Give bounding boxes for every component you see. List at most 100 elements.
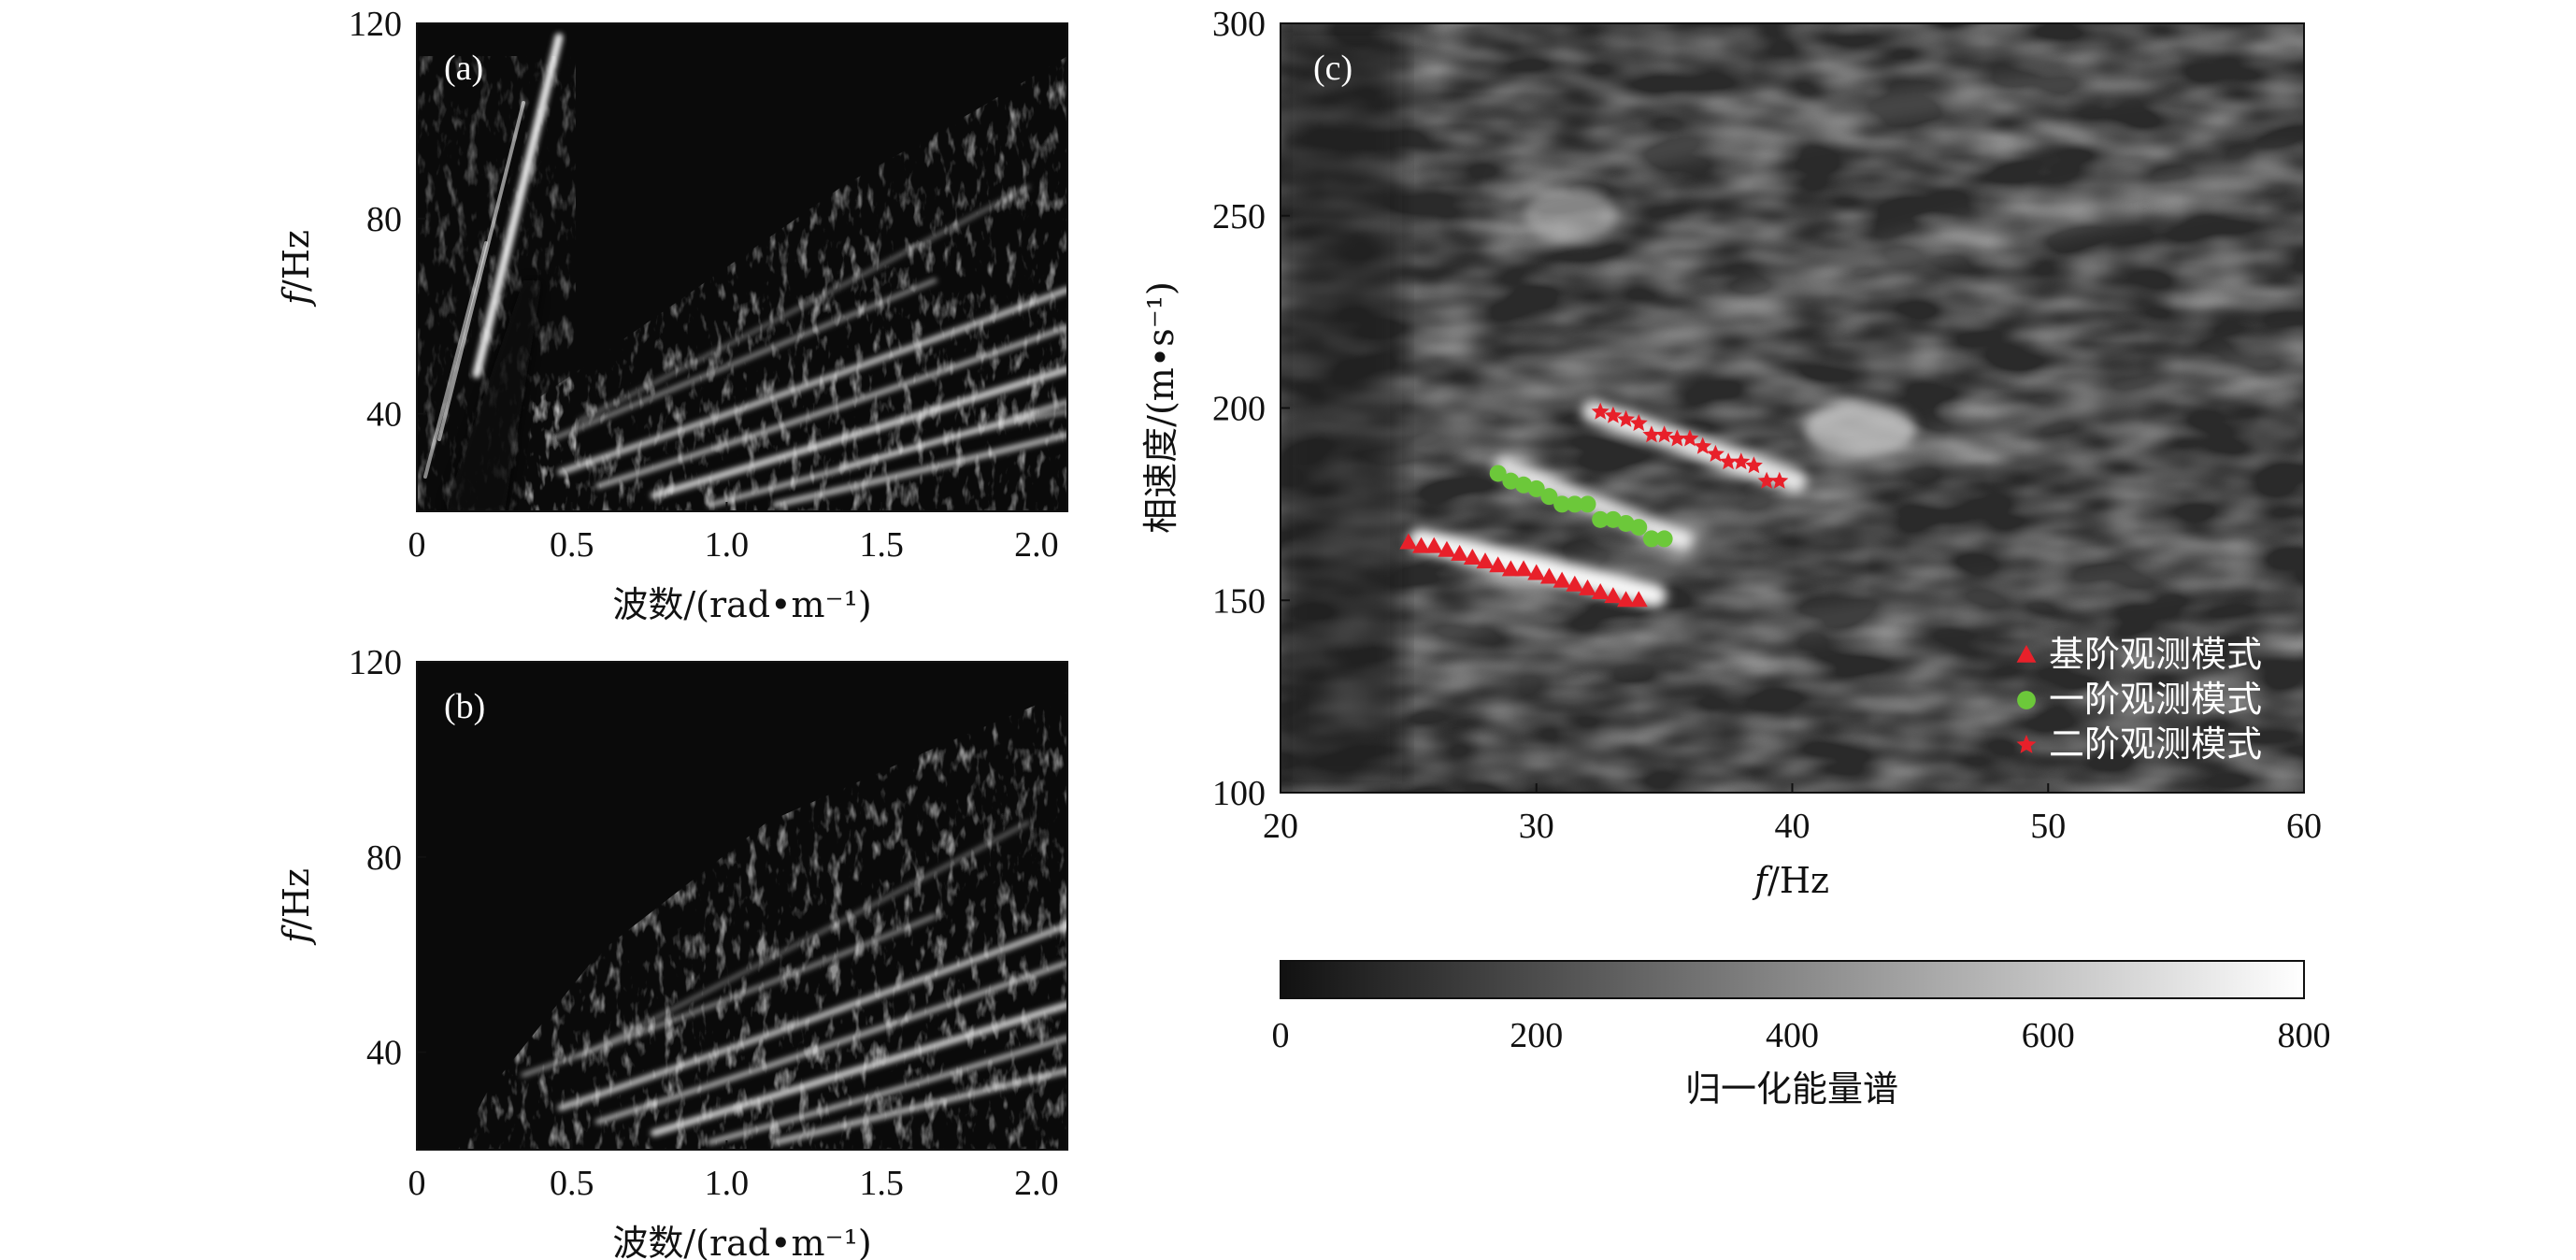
xtick-label: 1.0 xyxy=(705,525,750,565)
colorbar-gradient xyxy=(1280,960,2305,999)
xtick-label: 2.0 xyxy=(1014,1164,1059,1203)
data-point-star xyxy=(1655,425,1674,443)
xtick-label: 2.0 xyxy=(1014,525,1059,565)
legend-marker xyxy=(2016,645,2037,663)
ytick-label: 250 xyxy=(1212,197,1266,236)
panel-a-label: (a) xyxy=(444,49,483,88)
data-point-circle xyxy=(1579,495,1596,513)
legend-marker xyxy=(2017,691,2036,709)
colorbar: 0 200 400 600 800 归一化能量谱 xyxy=(1272,960,2331,1110)
ytick-label: 80 xyxy=(366,838,402,878)
panel-a-ylabel: f/Hz xyxy=(276,230,317,308)
panel-c: (c) 20 30 40 50 60 100 150 200 250 300 基阶观测模式一阶观测… xyxy=(1140,5,2322,901)
data-point-star xyxy=(1744,456,1763,474)
data-point-star xyxy=(1642,425,1661,443)
colorbar-tick-label: 600 xyxy=(2022,1016,2075,1055)
data-point-circle xyxy=(1515,476,1533,494)
legend-label: 基阶观测模式 xyxy=(2049,634,2262,675)
ytick-label: 100 xyxy=(1212,774,1266,813)
xtick-label: 1.5 xyxy=(859,1164,904,1203)
ytick-label: 200 xyxy=(1212,390,1266,429)
data-point-star xyxy=(1604,406,1623,423)
colorbar-ticks: 0 200 400 600 800 xyxy=(1272,1016,2331,1055)
data-point-star xyxy=(1706,444,1724,462)
data-point-triangle xyxy=(1579,579,1596,595)
data-point-triangle xyxy=(1591,583,1610,600)
legend-marker xyxy=(2016,735,2037,753)
data-point-circle xyxy=(1642,530,1660,548)
data-point-star xyxy=(1591,402,1610,420)
data-point-triangle xyxy=(1539,567,1558,584)
panel-b: (b) 0 0.5 1.0 1.5 2.0 40 80 120 波数/(rad•m⁻¹) f/… xyxy=(276,643,1068,1260)
data-point-triangle xyxy=(1438,540,1456,557)
data-point-triangle xyxy=(1476,552,1495,569)
ytick-label: 40 xyxy=(366,395,402,435)
xtick-label: 40 xyxy=(1775,807,1810,846)
xtick-label: 0.5 xyxy=(550,1164,594,1203)
legend-label: 一阶观测模式 xyxy=(2049,679,2262,720)
ytick-label: 80 xyxy=(366,200,402,239)
panel-a-dispersive-streaks xyxy=(549,185,1067,508)
xtick-label: 30 xyxy=(1519,807,1554,846)
panel-c-axes: 20 30 40 50 60 100 150 200 250 300 xyxy=(1212,5,2322,846)
panel-a: (a) 0 0.5 1.0 1.5 2.0 40 80 120 波数/(rad•m⁻¹) f/… xyxy=(276,5,1068,625)
data-point-triangle xyxy=(1514,560,1533,577)
xtick-label: 50 xyxy=(2030,807,2066,846)
data-point-star xyxy=(1667,429,1686,447)
xtick-label: 60 xyxy=(2286,807,2322,846)
data-point-triangle xyxy=(1412,537,1431,553)
panel-b-label: (b) xyxy=(444,687,485,726)
data-point-circle xyxy=(1502,472,1520,490)
data-point-circle xyxy=(1655,530,1673,548)
data-point-triangle xyxy=(1399,533,1418,550)
ytick-label: 120 xyxy=(349,643,402,682)
data-point-circle xyxy=(1553,495,1571,513)
ytick-label: 150 xyxy=(1212,581,1266,621)
legend-label: 二阶观测模式 xyxy=(2049,723,2262,765)
panel-b-ylabel: f/Hz xyxy=(276,868,317,946)
panel-a-axes: 0 0.5 1.0 1.5 2.0 40 80 120 xyxy=(349,5,1059,565)
data-point-triangle xyxy=(1566,575,1584,592)
xtick-label: 20 xyxy=(1263,807,1298,846)
xtick-label: 0.5 xyxy=(550,525,594,565)
panel-c-xlabel: f/Hz xyxy=(1752,860,1829,901)
data-point-triangle xyxy=(1451,544,1469,561)
data-point-circle xyxy=(1617,514,1635,532)
colorbar-tick-label: 800 xyxy=(2278,1016,2331,1055)
data-point-star xyxy=(1757,471,1776,489)
panel-c-label: (c) xyxy=(1313,49,1352,88)
data-point-triangle xyxy=(1604,587,1623,604)
data-point-star xyxy=(1681,429,1699,447)
data-point-circle xyxy=(1592,510,1610,528)
colorbar-tick-label: 200 xyxy=(1510,1016,1563,1055)
ytick-label: 120 xyxy=(349,5,402,44)
panel-b-dispersive-streaks xyxy=(521,821,1067,1146)
data-point-triangle xyxy=(1489,556,1508,573)
panel-a-linear-event xyxy=(423,33,564,479)
data-point-star xyxy=(1629,414,1648,432)
xtick-label: 1.0 xyxy=(705,1164,750,1203)
data-point-star xyxy=(1719,452,1738,470)
ytick-label: 300 xyxy=(1212,5,1266,44)
data-point-circle xyxy=(1566,495,1583,513)
data-point-triangle xyxy=(1424,537,1443,553)
xtick-label: 1.5 xyxy=(859,525,904,565)
data-point-star xyxy=(1694,437,1712,454)
xtick-label: 0 xyxy=(408,525,426,565)
data-point-star xyxy=(1770,471,1789,489)
data-point-star xyxy=(1732,452,1751,470)
data-point-circle xyxy=(1604,510,1622,528)
data-point-triangle xyxy=(1553,571,1571,588)
data-point-circle xyxy=(1630,519,1648,537)
data-point-triangle xyxy=(1629,591,1648,608)
panel-b-xlabel: 波数/(rad•m⁻¹) xyxy=(612,1223,871,1260)
colorbar-label: 归一化能量谱 xyxy=(1685,1068,1898,1110)
colorbar-tick-label: 400 xyxy=(1766,1016,1819,1055)
ytick-label: 40 xyxy=(366,1034,402,1073)
colorbar-tick-label: 0 xyxy=(1272,1016,1290,1055)
data-point-triangle xyxy=(1527,564,1546,580)
panel-b-axes: 0 0.5 1.0 1.5 2.0 40 80 120 xyxy=(349,643,1059,1203)
xtick-label: 0 xyxy=(408,1164,426,1203)
